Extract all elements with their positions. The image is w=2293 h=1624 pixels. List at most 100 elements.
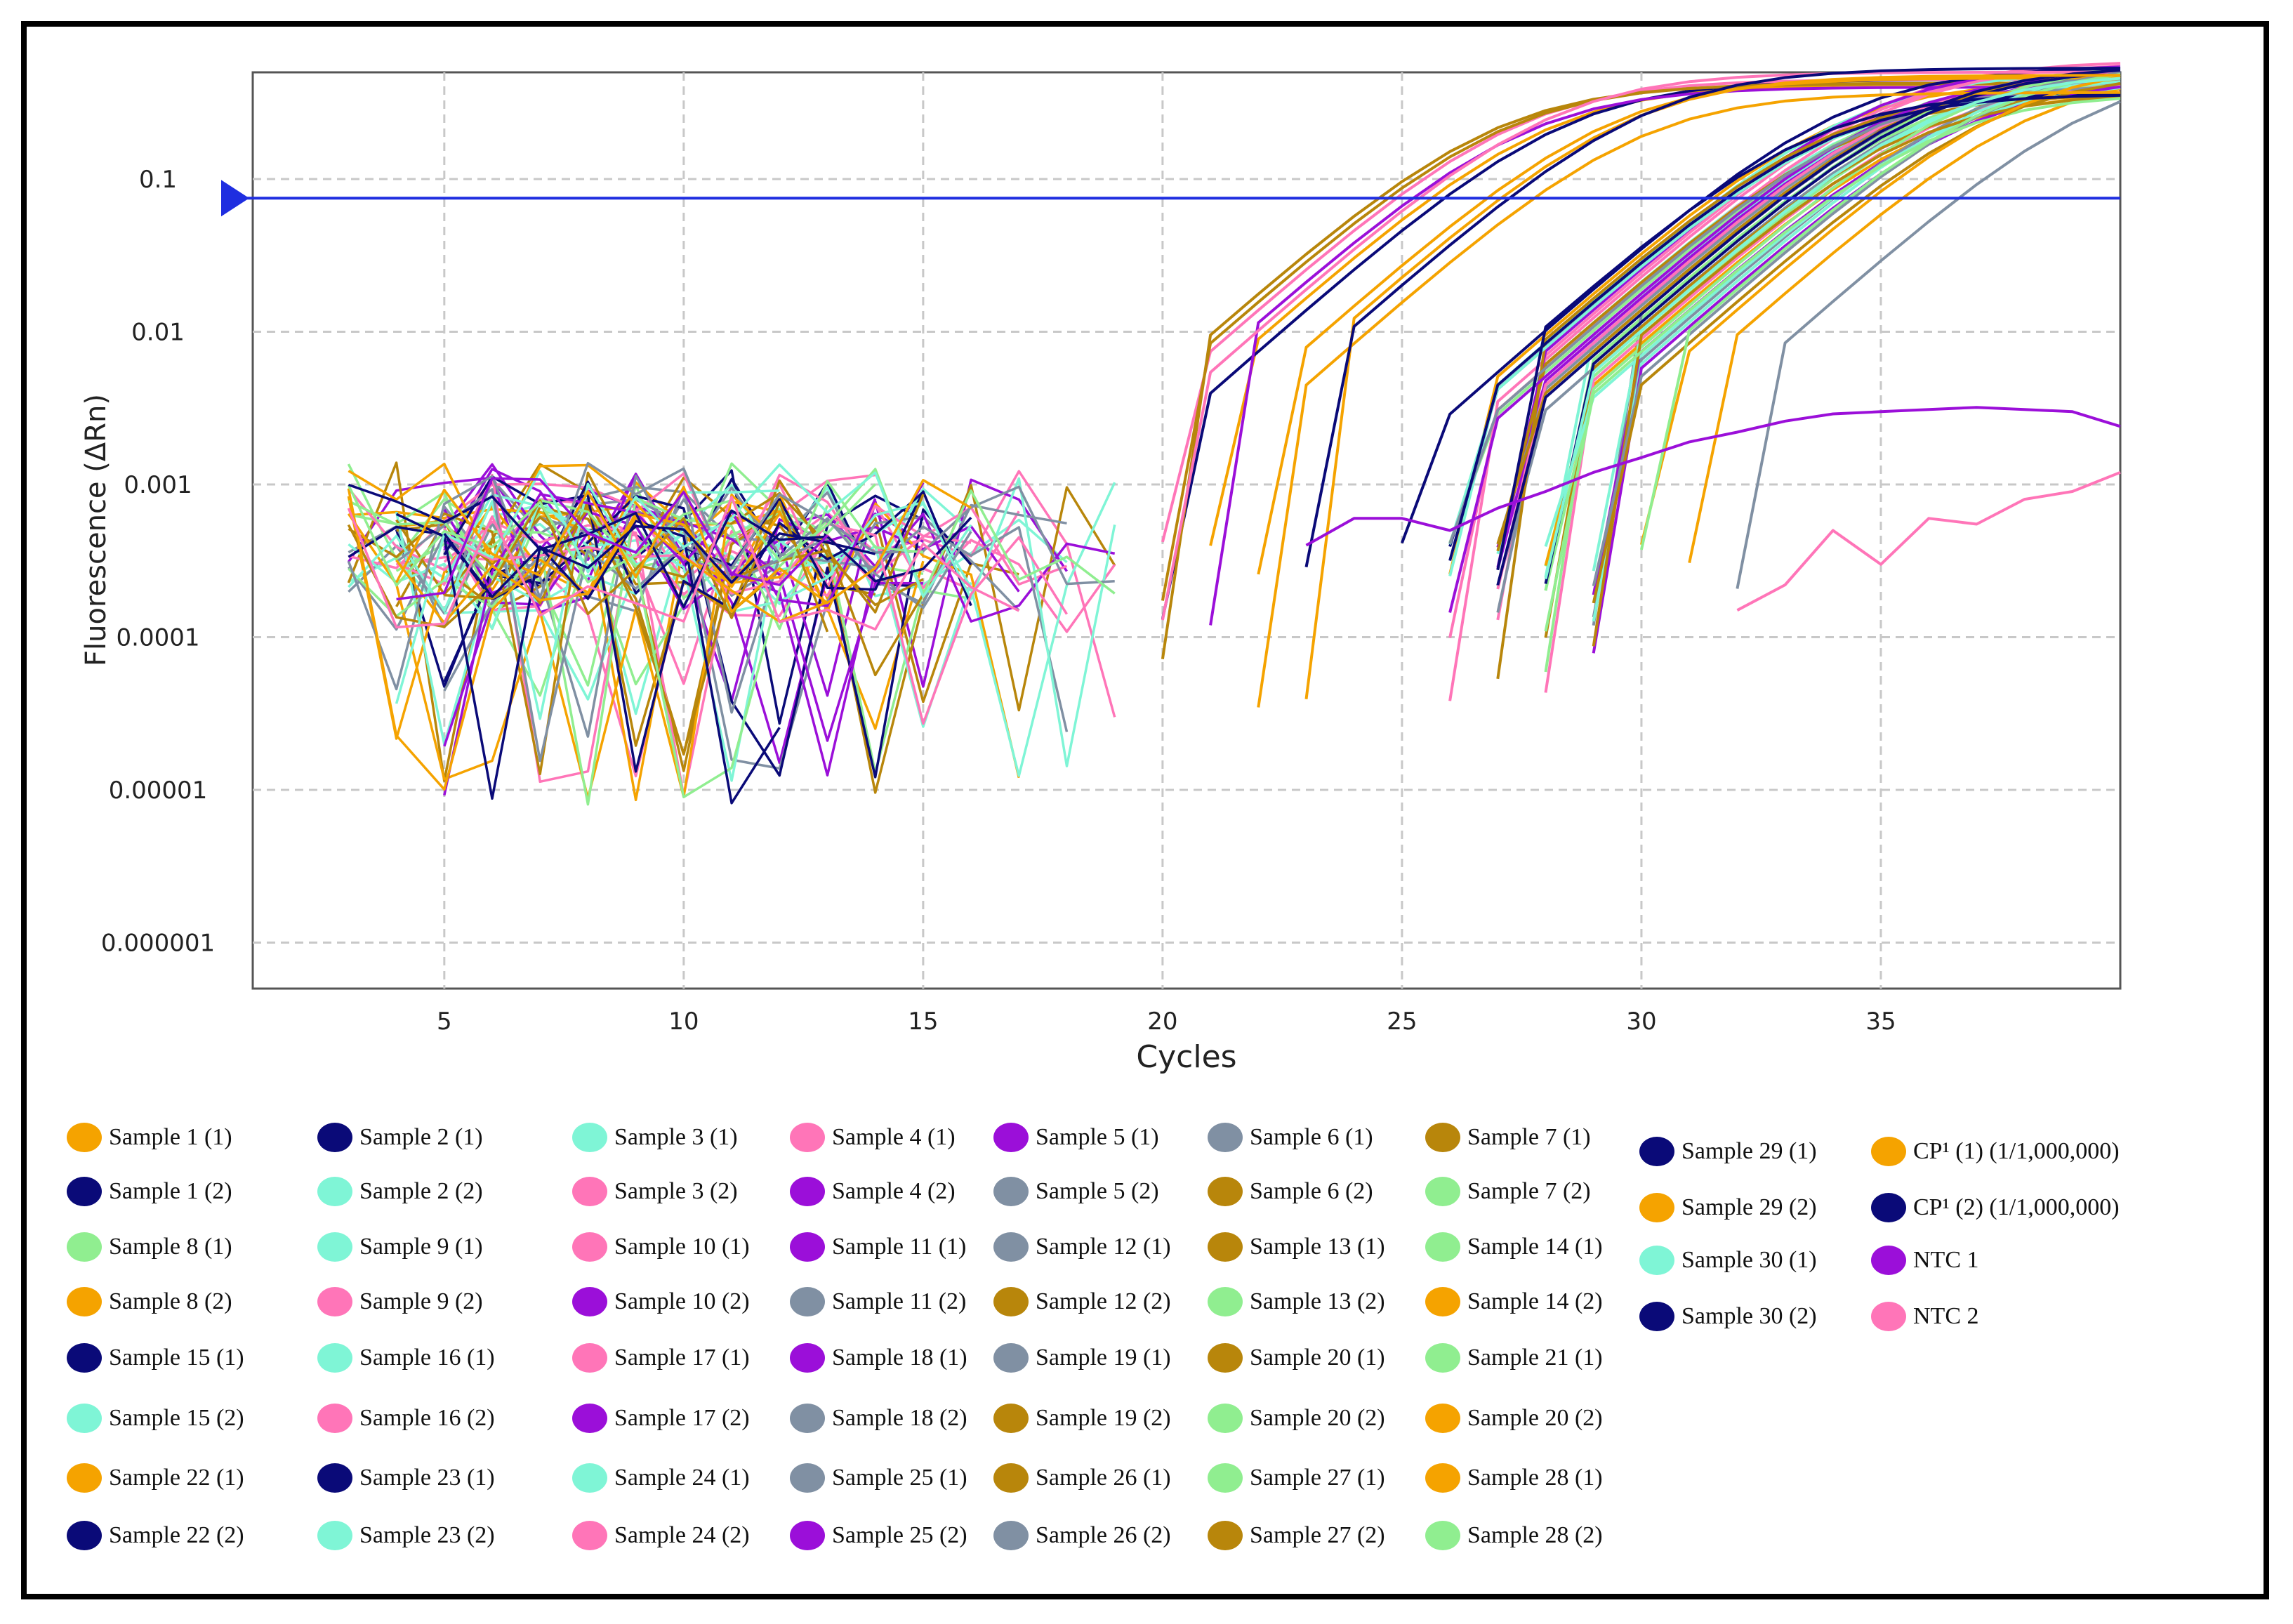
- legend-item[interactable]: Sample 5 (2): [993, 1174, 1159, 1209]
- legend-item[interactable]: Sample 7 (1): [1425, 1120, 1591, 1155]
- legend-item[interactable]: Sample 23 (1): [317, 1460, 495, 1496]
- legend-label: Sample 6 (1): [1250, 1124, 1373, 1150]
- legend-color-swatch: [1639, 1137, 1674, 1166]
- legend-item[interactable]: Sample 21 (1): [1425, 1340, 1603, 1375]
- legend-item[interactable]: Sample 13 (1): [1208, 1229, 1385, 1265]
- legend-item[interactable]: Sample 28 (2): [1425, 1518, 1603, 1553]
- legend-item[interactable]: Sample 20 (1): [1208, 1340, 1385, 1375]
- legend-item[interactable]: Sample 20 (2): [1208, 1401, 1385, 1436]
- legend-item[interactable]: Sample 24 (2): [572, 1518, 750, 1553]
- legend-color-swatch: [67, 1123, 102, 1152]
- legend-item[interactable]: Sample 29 (2): [1639, 1190, 1817, 1225]
- series-noise-line: [395, 513, 781, 805]
- legend-item[interactable]: Sample 10 (1): [572, 1229, 750, 1265]
- legend-item[interactable]: NTC 1: [1871, 1243, 1979, 1278]
- legend-color-swatch: [1425, 1343, 1460, 1373]
- legend-color-swatch: [572, 1521, 607, 1550]
- legend-item[interactable]: Sample 9 (1): [317, 1229, 483, 1265]
- legend-item[interactable]: Sample 25 (2): [790, 1518, 967, 1553]
- legend-item[interactable]: Sample 12 (1): [993, 1229, 1171, 1265]
- legend-item[interactable]: Sample 18 (2): [790, 1401, 967, 1436]
- legend-item[interactable]: Sample 17 (1): [572, 1340, 750, 1375]
- legend-item[interactable]: Sample 27 (2): [1208, 1518, 1385, 1553]
- threshold-handle[interactable]: [221, 180, 249, 217]
- legend-item[interactable]: Sample 15 (1): [67, 1340, 244, 1375]
- legend-item[interactable]: Sample 1 (2): [67, 1174, 232, 1209]
- legend-item[interactable]: Sample 25 (1): [790, 1460, 967, 1496]
- legend-item[interactable]: Sample 2 (1): [317, 1120, 483, 1155]
- legend-item[interactable]: Sample 30 (2): [1639, 1299, 1817, 1334]
- legend-label: Sample 27 (2): [1250, 1522, 1385, 1548]
- legend-item[interactable]: Sample 24 (1): [572, 1460, 750, 1496]
- legend-item[interactable]: Sample 26 (1): [993, 1460, 1171, 1496]
- legend-item[interactable]: NTC 2: [1871, 1299, 1979, 1334]
- legend-label: Sample 14 (1): [1467, 1234, 1603, 1260]
- y-tick-label: 0.001: [124, 471, 192, 499]
- legend-item[interactable]: Sample 9 (2): [317, 1284, 483, 1319]
- legend-color-swatch: [317, 1123, 352, 1152]
- legend-item[interactable]: Sample 10 (2): [572, 1284, 750, 1319]
- legend-item[interactable]: Sample 22 (1): [67, 1460, 244, 1496]
- legend-item[interactable]: Sample 4 (2): [790, 1174, 956, 1209]
- legend-item[interactable]: Sample 27 (1): [1208, 1460, 1385, 1496]
- legend-item[interactable]: Sample 14 (1): [1425, 1229, 1603, 1265]
- legend-item[interactable]: Sample 2 (2): [317, 1174, 483, 1209]
- legend-color-swatch: [317, 1343, 352, 1373]
- legend-item[interactable]: Sample 13 (2): [1208, 1284, 1385, 1319]
- legend-item[interactable]: Sample 23 (2): [317, 1518, 495, 1553]
- y-tick-labels: 0.000001 0.00001 0.0001 0.001 0.01 0.1: [101, 166, 215, 958]
- legend-item[interactable]: Sample 3 (1): [572, 1120, 738, 1155]
- legend-label: Sample 3 (2): [614, 1178, 738, 1204]
- legend-label: Sample 20 (1): [1250, 1345, 1385, 1371]
- legend-color-swatch: [1208, 1521, 1243, 1550]
- legend-item[interactable]: Sample 12 (2): [993, 1284, 1171, 1319]
- legend-label: Sample 28 (2): [1467, 1522, 1603, 1548]
- legend-item[interactable]: Sample 16 (2): [317, 1401, 495, 1436]
- legend-item[interactable]: Sample 1 (1): [67, 1120, 232, 1155]
- legend-item[interactable]: Sample 17 (2): [572, 1401, 750, 1436]
- legend-item[interactable]: Sample 28 (1): [1425, 1460, 1603, 1496]
- legend-item[interactable]: Sample 3 (2): [572, 1174, 738, 1209]
- series-line: [1736, 100, 2121, 589]
- legend-item[interactable]: Sample 11 (2): [790, 1284, 966, 1319]
- y-tick-label: 0.1: [139, 166, 177, 194]
- legend-item[interactable]: Sample 26 (2): [993, 1518, 1171, 1553]
- legend-color-swatch: [1208, 1177, 1243, 1206]
- legend-item[interactable]: Sample 18 (1): [790, 1340, 967, 1375]
- legend-label: Sample 17 (2): [614, 1405, 750, 1431]
- legend-label: Sample 5 (2): [1036, 1178, 1159, 1204]
- legend-color-swatch: [317, 1177, 352, 1206]
- legend-item[interactable]: Sample 20 (2): [1425, 1401, 1603, 1436]
- legend-item[interactable]: Sample 11 (1): [790, 1229, 966, 1265]
- legend-item[interactable]: Sample 19 (2): [993, 1401, 1171, 1436]
- legend-item[interactable]: Sample 5 (1): [993, 1120, 1159, 1155]
- legend-color-swatch: [790, 1287, 825, 1316]
- legend-color-swatch: [1425, 1521, 1460, 1550]
- legend-item[interactable]: Sample 7 (2): [1425, 1174, 1591, 1209]
- legend-item[interactable]: Sample 6 (2): [1208, 1174, 1373, 1209]
- series-noise-line: [443, 524, 876, 598]
- legend-label: Sample 26 (1): [1036, 1465, 1171, 1491]
- legend-item[interactable]: Sample 6 (1): [1208, 1120, 1373, 1155]
- legend-color-swatch: [67, 1463, 102, 1493]
- legend-item[interactable]: Sample 22 (2): [67, 1518, 244, 1553]
- legend-color-swatch: [1425, 1232, 1460, 1262]
- legend-item[interactable]: Sample 14 (2): [1425, 1284, 1603, 1319]
- legend-item[interactable]: CP¹ (1) (1/1,000,000): [1871, 1134, 2120, 1169]
- legend-color-swatch: [572, 1123, 607, 1152]
- legend-label: Sample 16 (2): [359, 1405, 495, 1431]
- legend-item[interactable]: Sample 30 (1): [1639, 1243, 1817, 1278]
- series-line: [1304, 74, 2121, 700]
- legend-label: Sample 8 (1): [109, 1234, 232, 1260]
- legend-item[interactable]: Sample 8 (2): [67, 1284, 232, 1319]
- legend-item[interactable]: Sample 8 (1): [67, 1229, 232, 1265]
- legend-item[interactable]: Sample 29 (1): [1639, 1134, 1817, 1169]
- legend-label: Sample 20 (2): [1467, 1405, 1603, 1431]
- legend-item[interactable]: Sample 19 (1): [993, 1340, 1171, 1375]
- legend-item[interactable]: CP¹ (2) (1/1,000,000): [1871, 1190, 2120, 1225]
- legend-item[interactable]: Sample 16 (1): [317, 1340, 495, 1375]
- series-noise-line: [348, 491, 972, 774]
- legend-item[interactable]: Sample 4 (1): [790, 1120, 956, 1155]
- series-noise-line: [395, 479, 972, 613]
- legend-item[interactable]: Sample 15 (2): [67, 1401, 244, 1436]
